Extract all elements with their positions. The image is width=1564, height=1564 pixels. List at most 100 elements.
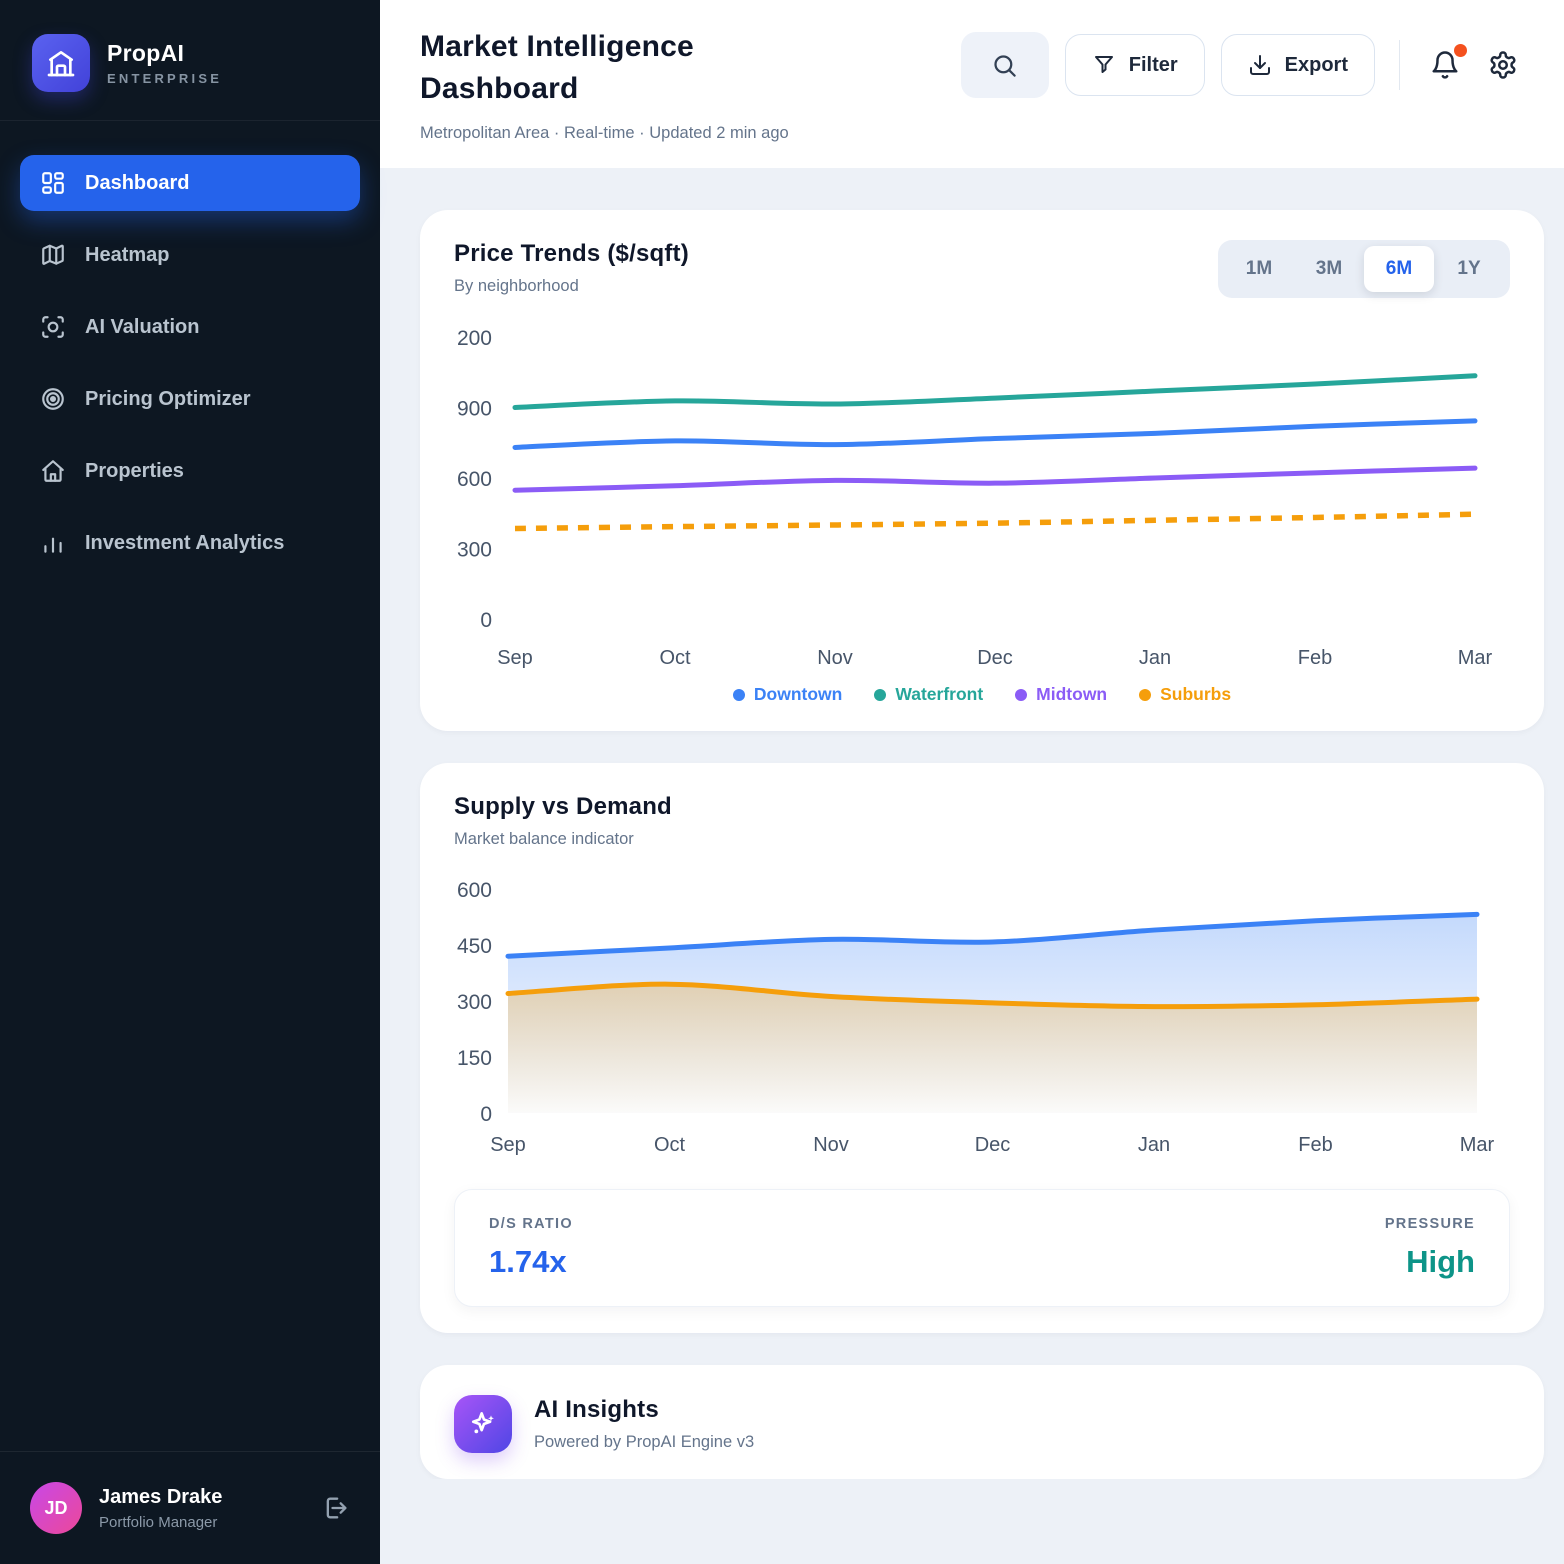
svg-text:Sep: Sep [497, 647, 533, 669]
ds-ratio-label: D/S RATIO [489, 1216, 573, 1233]
sidebar-item-label: Investment Analytics [85, 531, 285, 554]
logout-icon[interactable] [322, 1494, 350, 1522]
brand-text: PropAI ENTERPRISE [107, 40, 222, 86]
supply-demand-chart: 0 150 300 450 600 Sep Oct Nov Dec Jan Feb Mar [457, 879, 1495, 1156]
analytics-icon [40, 530, 66, 556]
user-profile: JD James Drake Portfolio Manager [0, 1451, 380, 1564]
legend-dot [874, 688, 887, 701]
svg-text:Dec: Dec [975, 1134, 1011, 1156]
supply-demand-title: Supply vs Demand [454, 793, 672, 821]
supply-demand-subtitle: Market balance indicator [454, 830, 634, 849]
area-supply [508, 984, 1477, 1114]
pressure-label: PRESSURE [1384, 1216, 1475, 1233]
properties-icon [40, 458, 66, 484]
gear-icon [1488, 50, 1518, 80]
legend-label: Downtown [753, 684, 843, 705]
svg-text:600: 600 [457, 468, 492, 491]
sidebar-item-heatmap[interactable]: Heatmap [20, 227, 360, 283]
export-button[interactable]: Export [1220, 34, 1375, 96]
sidebar-item-dashboard[interactable]: Dashboard [20, 155, 360, 211]
pressure-value: High [1406, 1244, 1475, 1280]
svg-text:900: 900 [457, 398, 492, 421]
ai-insights-card: AI Insights Powered by PropAI Engine v3 [420, 1365, 1544, 1480]
brand-block: PropAI ENTERPRISE [0, 0, 380, 121]
svg-text:Dec: Dec [977, 647, 1013, 669]
settings-button[interactable] [1482, 44, 1524, 86]
sidebar-item-label: Properties [85, 459, 184, 482]
bell-icon [1430, 50, 1460, 80]
sidebar-item-label: Pricing Optimizer [85, 387, 251, 410]
legend-item-suburbs: Suburbs [1139, 684, 1231, 705]
ai-insights-titles: AI Insights Powered by PropAI Engine v3 [534, 1396, 754, 1452]
svg-text:Jan: Jan [1139, 647, 1171, 669]
filter-button[interactable]: Filter [1064, 34, 1205, 96]
svg-text:Mar: Mar [1460, 1134, 1495, 1156]
legend-item-downtown: Downtown [732, 684, 843, 705]
sidebar-nav: Dashboard Heatmap AI Valuation Pricing Opti… [0, 121, 380, 1451]
price-trends-titles: Price Trends ($/sqft) By neighborhood [454, 240, 689, 296]
sidebar-item-label: Heatmap [85, 243, 170, 266]
filter-label: Filter [1128, 53, 1178, 76]
time-range-selector: 1M 3M 6M 1Y [1218, 240, 1510, 299]
price-trends-card: Price Trends ($/sqft) By neighborhood 1M… [420, 210, 1544, 732]
notifications-button[interactable] [1424, 44, 1467, 86]
svg-text:Nov: Nov [813, 1134, 849, 1156]
ds-ratio-stat: D/S RATIO 1.74x [489, 1216, 573, 1280]
sidebar-item-pricing-optimizer[interactable]: Pricing Optimizer [20, 371, 360, 427]
sidebar-item-label: AI Valuation [85, 315, 200, 338]
series-waterfront [512, 373, 1478, 411]
range-tab-1m[interactable]: 1M [1245, 258, 1273, 280]
svg-text:Sep: Sep [490, 1134, 526, 1156]
legend-dot [1015, 688, 1028, 701]
range-tab-6m[interactable]: 6M [1364, 246, 1434, 293]
svg-text:Jan: Jan [1138, 1134, 1170, 1156]
svg-text:0: 0 [480, 609, 492, 632]
series-suburbs [514, 511, 1476, 532]
svg-text:0: 0 [480, 1103, 492, 1126]
series-supply [505, 982, 1480, 1010]
sidebar-item-investment-analytics[interactable]: Investment Analytics [20, 515, 360, 571]
supply-demand-titles: Supply vs Demand Market balance indicato… [454, 793, 672, 849]
page-header: Market Intelligence Dashboard Metropolit… [380, 0, 1564, 169]
svg-text:600: 600 [457, 879, 492, 902]
ai-insights-head: AI Insights Powered by PropAI Engine v3 [454, 1395, 1510, 1454]
page-subtitle: Metropolitan Area · Real-time · Updated … [420, 124, 789, 142]
legend-label: Waterfront [895, 684, 984, 705]
price-trends-legend: Downtown Waterfront Midtown Suburbs [454, 684, 1510, 705]
range-tab-1y[interactable]: 1Y [1457, 258, 1481, 280]
optimizer-icon [40, 386, 66, 412]
range-tab-3m[interactable]: 3M [1315, 258, 1343, 280]
export-label: Export [1284, 53, 1348, 76]
sidebar-item-ai-valuation[interactable]: AI Valuation [20, 299, 360, 355]
price-trends-chart: 0 300 600 900 200 Sep Oct Nov Dec Jan Feb Mar [457, 327, 1493, 669]
brand-subtitle: ENTERPRISE [107, 71, 223, 86]
legend-label: Suburbs [1160, 684, 1232, 705]
main-area: Market Intelligence Dashboard Metropolit… [380, 0, 1564, 1564]
brand-logo-icon [32, 34, 90, 92]
legend-dot [732, 688, 745, 701]
svg-text:Mar: Mar [1458, 647, 1493, 669]
legend-item-midtown: Midtown [1015, 684, 1107, 705]
ai-insights-title: AI Insights [534, 1396, 659, 1424]
ai-insights-subtitle: Powered by PropAI Engine v3 [534, 1433, 755, 1452]
legend-item-waterfront: Waterfront [874, 684, 983, 705]
user-name: James Drake [99, 1485, 223, 1508]
price-trends-subtitle: By neighborhood [454, 277, 579, 296]
brand-name: PropAI [107, 40, 185, 66]
series-demand [505, 912, 1480, 960]
sidebar: PropAI ENTERPRISE Dashboard Heatmap AI Val… [0, 0, 380, 1564]
svg-text:Oct: Oct [659, 647, 691, 669]
pressure-stat: PRESSURE High [1385, 1216, 1475, 1280]
ds-ratio-value: 1.74x [489, 1244, 567, 1280]
price-trends-title: Price Trends ($/sqft) [454, 240, 689, 268]
svg-text:Nov: Nov [817, 647, 853, 669]
series-downtown [512, 418, 1478, 451]
svg-text:Feb: Feb [1298, 1134, 1332, 1156]
search-button[interactable] [960, 32, 1049, 98]
sidebar-item-properties[interactable]: Properties [20, 443, 360, 499]
heatmap-icon [40, 242, 66, 268]
svg-text:300: 300 [457, 991, 492, 1014]
legend-dot [1139, 688, 1152, 701]
avatar: JD [30, 1482, 82, 1534]
